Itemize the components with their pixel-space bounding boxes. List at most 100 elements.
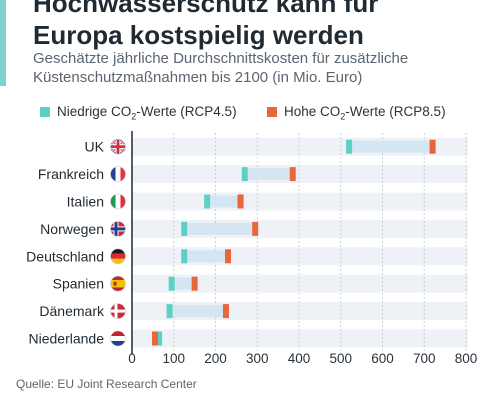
- marker-high: [191, 276, 198, 291]
- chart-title-line: Europa kostspielig werden: [33, 20, 364, 50]
- denmark-flag-icon: [110, 303, 126, 319]
- marker-low: [241, 167, 248, 182]
- flag-outline: [110, 248, 126, 265]
- row-stripe: [132, 165, 468, 184]
- marker-low: [166, 304, 173, 319]
- flag-part: [110, 248, 126, 254]
- marker-low: [156, 331, 163, 346]
- norway-flag-icon: [110, 221, 126, 237]
- marker-high: [222, 304, 229, 319]
- range-bar: [169, 305, 226, 318]
- flag-body: [110, 276, 126, 292]
- marker-high: [237, 194, 244, 209]
- flag-part: [110, 309, 126, 313]
- flag-part: [110, 253, 126, 259]
- range-bar: [207, 195, 241, 208]
- x-tick-label: 500: [329, 351, 352, 366]
- x-tick-label: 800: [455, 351, 478, 366]
- france-flag-icon: [110, 166, 126, 182]
- range-bar: [184, 250, 229, 263]
- row-stripe: [132, 192, 468, 211]
- chart-subtitle-line: Geschätzte jährliche Durchschnittskosten…: [33, 50, 409, 67]
- marker-low: [346, 139, 353, 154]
- flag-outline: [110, 193, 126, 210]
- range-bar: [184, 222, 256, 235]
- flag-part: [110, 336, 126, 341]
- row-stripe: [132, 329, 468, 348]
- x-tick-label: 100: [162, 351, 185, 366]
- flag-part: [110, 279, 126, 288]
- germany-flag-icon: [110, 248, 126, 265]
- flag-body: [110, 221, 126, 237]
- chart-title-line: Hochwasserschutz kann für: [33, 0, 379, 18]
- x-tick-label: 200: [204, 351, 227, 366]
- flag-part: [120, 166, 126, 182]
- netherlands-flag-icon: [110, 330, 126, 347]
- flag-part: [110, 145, 126, 149]
- flag-body: [110, 139, 126, 155]
- flag-body: [110, 331, 126, 346]
- flag-outline: [110, 166, 126, 182]
- flag-body: [110, 194, 126, 209]
- legend-low-sub: 2: [131, 111, 137, 122]
- marker-high: [151, 331, 158, 346]
- category-label: Spanien: [53, 276, 104, 292]
- flag-part: [110, 331, 126, 336]
- legend-high-sub: 2: [340, 111, 346, 122]
- flag-body: [110, 248, 126, 264]
- category-label: Norwegen: [40, 221, 104, 237]
- flag-outline: [110, 330, 126, 347]
- category-label: Niederlande: [29, 331, 105, 347]
- category-label: UK: [85, 139, 105, 155]
- x-tick-label: 0: [128, 351, 136, 366]
- x-tick-label: 400: [288, 351, 311, 366]
- flag-outline: [110, 275, 126, 292]
- marker-low: [181, 221, 188, 236]
- category-label: Italien: [67, 194, 104, 210]
- flag-part: [115, 166, 121, 182]
- category-label: Dänemark: [39, 303, 105, 319]
- flag-part: [115, 194, 121, 209]
- marker-low: [204, 194, 211, 209]
- x-tick-label: 700: [413, 351, 436, 366]
- legend-low-post: -Werte (RCP4.5): [136, 104, 237, 119]
- legend-swatch-low: [40, 107, 50, 117]
- flag-part: [110, 258, 126, 264]
- range-bar: [349, 140, 433, 153]
- chart-subtitle-line: Küstenschutzmaßnahmen bis 2100 (in Mio. …: [33, 69, 363, 86]
- marker-low: [168, 276, 175, 291]
- flag-body: [110, 303, 126, 319]
- source-note: Quelle: EU Joint Research Center: [16, 377, 197, 391]
- legend-item-low: Niedrige CO2-Werte (RCP4.5): [40, 103, 237, 126]
- accent-bar: [0, 0, 6, 86]
- category-label: Frankreich: [38, 166, 104, 182]
- flag-outline: [110, 221, 126, 237]
- marker-high: [429, 139, 436, 154]
- x-tick-label: 300: [246, 351, 269, 366]
- legend-high-pre: Hohe CO: [284, 104, 341, 119]
- x-tick-label: 600: [371, 351, 394, 366]
- flag-part: [110, 194, 116, 209]
- flag-outline: [110, 138, 126, 155]
- flag-part: [110, 341, 126, 346]
- uk-flag-icon: [110, 138, 126, 155]
- range-bar: [244, 168, 293, 181]
- legend-swatch-high: [267, 107, 277, 117]
- flag-part: [113, 281, 117, 286]
- flag-part: [110, 166, 116, 182]
- flag-part: [110, 227, 126, 231]
- legend-low-pre: Niedrige CO: [57, 104, 132, 119]
- marker-high: [252, 221, 259, 236]
- flag-part: [120, 194, 126, 209]
- italy-flag-icon: [110, 193, 126, 210]
- spain-flag-icon: [110, 275, 126, 292]
- marker-high: [225, 249, 232, 264]
- flag-body: [110, 166, 126, 182]
- row-stripe: [132, 274, 468, 293]
- marker-low: [181, 249, 188, 264]
- category-label: Deutschland: [26, 248, 104, 264]
- marker-high: [289, 167, 296, 182]
- legend-item-high: Hohe CO2-Werte (RCP8.5): [267, 103, 446, 126]
- chart-subtitle: Geschätzte jährliche Durchschnittskosten…: [33, 49, 493, 87]
